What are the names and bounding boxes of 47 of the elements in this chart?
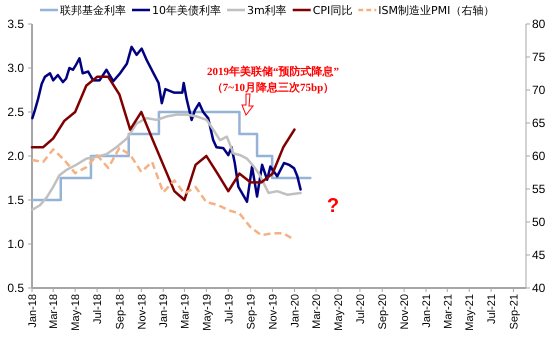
y2-tick-label: 80 bbox=[532, 17, 546, 31]
x-tick-label: May-21 bbox=[464, 294, 476, 331]
x-tick-label: May-20 bbox=[332, 294, 345, 331]
x-tick-label: Jul-19 bbox=[223, 294, 236, 324]
x-tick-label: Mar-21 bbox=[442, 294, 454, 329]
y-tick-label: 0.5 bbox=[7, 281, 24, 295]
y2-tick-label: 70 bbox=[532, 83, 546, 97]
x-tick-label: Jan-18 bbox=[27, 294, 39, 328]
legend-label: CPI同比 bbox=[312, 4, 352, 17]
y-tick-label: 1.5 bbox=[7, 193, 24, 207]
x-tick-label: Mar-20 bbox=[311, 294, 324, 329]
y-tick-label: 1.0 bbox=[7, 237, 24, 251]
legend-label: 10年美债利率 bbox=[152, 4, 221, 17]
x-tick-label: Jul-20 bbox=[354, 294, 367, 324]
x-tick-label: Nov-20 bbox=[399, 294, 412, 330]
y2-tick-label: 45 bbox=[532, 248, 546, 262]
x-tick-label: Jan-20 bbox=[289, 294, 302, 328]
y-tick-label: 3.0 bbox=[7, 61, 24, 75]
x-tick-label: Jul-21 bbox=[486, 294, 498, 324]
x-tick-label: Nov-19 bbox=[268, 294, 280, 330]
y-tick-label: 2.5 bbox=[7, 105, 24, 119]
legend-label: ISM制造业PMI（右轴） bbox=[378, 4, 494, 17]
x-tick-label: Sep-18 bbox=[114, 294, 126, 330]
y2-tick-label: 40 bbox=[532, 281, 546, 295]
y2-tick-label: 60 bbox=[532, 149, 546, 163]
legend-label: 联邦基金利率 bbox=[60, 4, 126, 17]
y2-tick-label: 75 bbox=[532, 50, 546, 64]
y-tick-label: 3.5 bbox=[7, 17, 24, 31]
x-tick-label: Jan-19 bbox=[158, 294, 170, 328]
annotation: 2019年美联储“预防式降息” bbox=[207, 65, 339, 78]
x-tick-label: Mar-19 bbox=[179, 294, 192, 329]
y2-tick-label: 65 bbox=[532, 116, 546, 130]
x-tick-label: Sep-21 bbox=[508, 294, 520, 330]
x-tick-label: Mar-18 bbox=[48, 294, 60, 329]
y2-tick-label: 55 bbox=[532, 182, 546, 196]
x-tick-label: May-19 bbox=[201, 294, 214, 331]
x-tick-label: Nov-18 bbox=[136, 294, 148, 330]
annotation: （7~10月降息三次75bp） bbox=[212, 81, 334, 94]
annotation: ? bbox=[326, 195, 340, 217]
x-tick-label: Jan-21 bbox=[421, 294, 434, 328]
x-tick-label: May-18 bbox=[70, 294, 82, 331]
y2-tick-label: 50 bbox=[532, 215, 546, 229]
legend-label: 3m利率 bbox=[247, 4, 287, 17]
y-tick-label: 2.0 bbox=[7, 149, 24, 163]
x-tick-label: Jul-18 bbox=[92, 294, 104, 324]
x-tick-label: Sep-20 bbox=[377, 294, 390, 330]
x-tick-label: Sep-19 bbox=[246, 294, 258, 330]
